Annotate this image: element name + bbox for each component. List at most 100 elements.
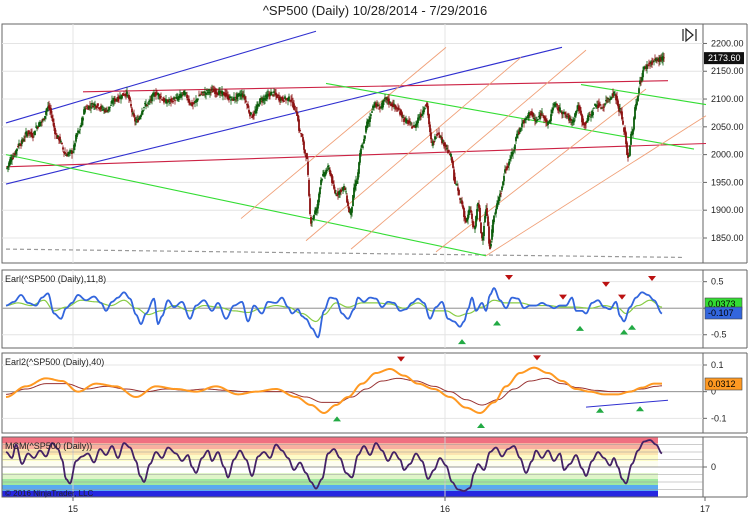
candle-body xyxy=(109,106,111,108)
candle-body xyxy=(454,176,456,184)
candle-body xyxy=(250,112,252,115)
candle-body xyxy=(362,146,364,148)
candle-body xyxy=(156,93,158,95)
candle-body xyxy=(260,97,262,100)
candle-body xyxy=(111,100,113,104)
candle-body xyxy=(126,91,128,95)
candle-body xyxy=(185,92,187,94)
y-tick-label: 0.1 xyxy=(711,360,724,370)
candle-body xyxy=(539,114,541,120)
candle-body xyxy=(224,92,226,97)
candle-body xyxy=(559,107,561,112)
candle-body xyxy=(159,96,161,99)
candle-body xyxy=(590,116,592,118)
earl2-panel xyxy=(1,352,704,434)
candle-body xyxy=(476,209,478,220)
candle-body xyxy=(73,144,75,151)
candle-body xyxy=(199,95,201,96)
close-icon[interactable] xyxy=(680,27,700,43)
candle-body xyxy=(563,112,565,114)
trendline-orange xyxy=(305,57,522,242)
candle-body xyxy=(157,92,159,96)
candle-body xyxy=(122,93,124,96)
candle-body xyxy=(600,107,602,109)
candle-body xyxy=(317,200,319,209)
candle-body xyxy=(617,100,619,107)
candle-body xyxy=(158,94,160,97)
candle-body xyxy=(324,173,326,177)
y-tick-label: -0.5 xyxy=(711,330,727,340)
y-tick-label: 2150.00 xyxy=(711,66,744,76)
candle-body xyxy=(149,100,151,102)
candle-body xyxy=(390,103,392,107)
candle-body xyxy=(437,133,439,135)
trendline-orange xyxy=(485,115,707,257)
candle-body xyxy=(277,94,279,97)
candle-body xyxy=(386,97,388,100)
candle-body xyxy=(586,120,588,123)
candle-body xyxy=(419,116,421,118)
candle-body xyxy=(200,93,202,95)
candle-body xyxy=(558,106,560,111)
candle-body xyxy=(493,215,495,223)
candle-body xyxy=(289,100,291,102)
candle-body xyxy=(534,119,536,121)
candle-body xyxy=(296,111,298,117)
candle-body xyxy=(581,114,583,123)
candle-body xyxy=(643,66,645,70)
candle-body xyxy=(178,96,180,99)
candle-body xyxy=(268,94,270,96)
candle-body xyxy=(556,103,558,106)
candle-body xyxy=(6,167,8,169)
candle-body xyxy=(522,121,524,124)
candle-body xyxy=(112,102,114,104)
candle-body xyxy=(662,56,664,61)
candle-body xyxy=(276,94,278,98)
candle-body xyxy=(204,91,206,94)
candle-body xyxy=(663,57,665,59)
candle-body xyxy=(206,90,208,92)
candle-body xyxy=(407,120,409,124)
candle-body xyxy=(53,122,55,128)
candle-body xyxy=(172,100,174,103)
candle-body xyxy=(331,174,333,183)
candle-body xyxy=(87,107,89,110)
candle-body xyxy=(37,127,39,128)
candle-body xyxy=(312,217,314,220)
candle-body xyxy=(187,98,189,101)
x-tick-label: 15 xyxy=(68,504,78,514)
candle-body xyxy=(415,123,417,128)
candle-body xyxy=(488,226,490,244)
candle-body xyxy=(321,178,323,181)
candle-body xyxy=(658,58,660,62)
candle-body xyxy=(323,172,325,176)
candle-body xyxy=(514,144,516,149)
candle-body xyxy=(513,150,515,152)
candle-body xyxy=(587,115,589,122)
candle-body xyxy=(599,103,601,105)
candle-body xyxy=(304,149,306,154)
candle-body xyxy=(378,108,380,110)
y-tick-label: 0 xyxy=(711,387,716,397)
mcm-zone-band xyxy=(2,455,658,461)
candle-body xyxy=(510,156,512,159)
candle-body xyxy=(198,95,200,97)
candle-body xyxy=(291,98,293,100)
candle-body xyxy=(372,105,374,108)
candle-body xyxy=(574,113,576,118)
candle-body xyxy=(34,130,36,136)
trendline-green xyxy=(580,84,707,106)
candle-body xyxy=(244,96,246,100)
candle-body xyxy=(545,118,547,123)
candle-body xyxy=(91,103,93,105)
candle-body xyxy=(326,169,328,172)
dashed-support-line xyxy=(5,248,685,259)
candle-body xyxy=(271,91,273,93)
candle-body xyxy=(628,155,630,157)
candle-body xyxy=(151,94,153,102)
candle-body xyxy=(576,109,578,111)
candle-body xyxy=(325,170,327,175)
candle-body xyxy=(414,125,416,128)
candle-body xyxy=(479,207,481,222)
candle-body xyxy=(114,98,116,102)
